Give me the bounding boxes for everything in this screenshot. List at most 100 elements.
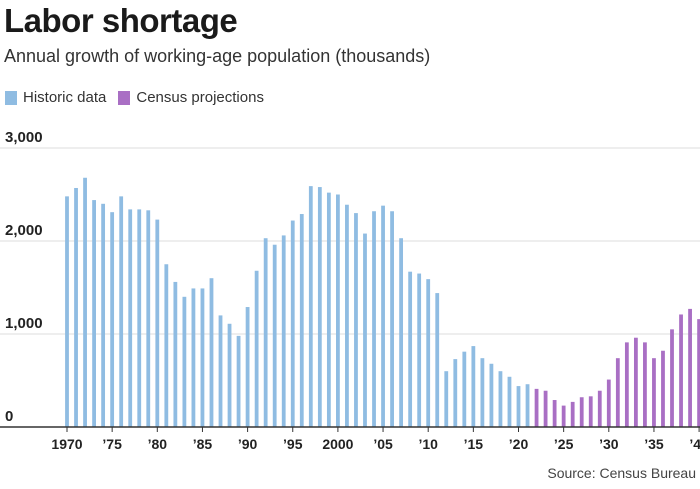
bar bbox=[417, 273, 422, 427]
bar bbox=[435, 293, 440, 427]
bar bbox=[65, 196, 69, 427]
bar bbox=[290, 220, 295, 427]
bar bbox=[110, 212, 115, 427]
x-tick-label: ’40 bbox=[689, 436, 700, 452]
bar bbox=[245, 307, 250, 427]
bar bbox=[191, 288, 196, 427]
x-tick-label: ’80 bbox=[148, 436, 168, 452]
legend-item-projections: Census projections bbox=[118, 89, 264, 106]
bar bbox=[254, 270, 259, 427]
bar bbox=[137, 209, 142, 427]
x-tick-label: ’05 bbox=[373, 436, 393, 452]
bar bbox=[146, 210, 151, 427]
bar bbox=[453, 359, 458, 427]
bar bbox=[588, 396, 593, 427]
bar bbox=[471, 346, 476, 427]
bar bbox=[128, 209, 133, 427]
bar bbox=[227, 323, 232, 427]
bar bbox=[272, 244, 277, 427]
bar bbox=[679, 314, 683, 427]
bar bbox=[624, 342, 629, 427]
bar bbox=[200, 288, 205, 427]
y-tick-label: 1,000 bbox=[5, 315, 43, 332]
bar bbox=[643, 342, 647, 427]
bar bbox=[399, 238, 404, 427]
bar bbox=[317, 187, 322, 427]
source-note: Source: Census Bureau bbox=[547, 465, 696, 481]
bar bbox=[489, 363, 494, 427]
bar bbox=[363, 233, 367, 427]
bar bbox=[326, 192, 331, 427]
bar bbox=[615, 358, 620, 427]
chart-title: Labor shortage bbox=[4, 2, 238, 39]
bar bbox=[209, 278, 214, 427]
bar bbox=[579, 397, 584, 427]
bar bbox=[336, 194, 340, 427]
x-tick-label: ’15 bbox=[464, 436, 484, 452]
bar bbox=[633, 337, 638, 427]
x-tick-label: ’20 bbox=[509, 436, 529, 452]
x-tick-label: ’30 bbox=[599, 436, 619, 452]
bar bbox=[101, 203, 106, 427]
bar bbox=[480, 358, 485, 427]
bar bbox=[507, 376, 512, 427]
x-tick-label: ’35 bbox=[644, 436, 664, 452]
bar bbox=[372, 211, 376, 427]
x-tick-label: ’90 bbox=[238, 436, 258, 452]
bar bbox=[543, 390, 548, 427]
bar bbox=[83, 177, 87, 427]
bar bbox=[281, 235, 286, 427]
bar bbox=[552, 400, 557, 427]
bar bbox=[173, 281, 178, 427]
bar bbox=[74, 187, 78, 427]
x-tick-label: 2000 bbox=[322, 436, 353, 452]
y-tick-label: 2,000 bbox=[5, 222, 43, 239]
bar bbox=[236, 335, 241, 427]
x-tick-label: ’95 bbox=[283, 436, 303, 452]
bar bbox=[345, 204, 349, 427]
bar bbox=[218, 315, 223, 427]
bar bbox=[164, 264, 169, 427]
x-tick-label: ’25 bbox=[554, 436, 574, 452]
bar bbox=[597, 390, 602, 427]
bar bbox=[92, 200, 96, 427]
bar bbox=[390, 211, 394, 427]
bar bbox=[498, 371, 503, 427]
legend-label-projections: Census projections bbox=[136, 89, 264, 106]
bar bbox=[308, 186, 313, 427]
chart-subtitle: Annual growth of working-age population … bbox=[4, 46, 431, 66]
bar bbox=[426, 279, 431, 427]
bar bbox=[462, 351, 467, 427]
legend-swatch-historic bbox=[5, 90, 17, 105]
bar bbox=[354, 213, 358, 427]
bar bbox=[516, 386, 521, 427]
legend-item-historic: Historic data bbox=[5, 89, 106, 106]
chart-legend: Historic data Census projections bbox=[5, 89, 276, 106]
bar bbox=[570, 401, 575, 427]
bar bbox=[408, 271, 413, 427]
x-tick-label: ’10 bbox=[418, 436, 438, 452]
bar bbox=[697, 319, 700, 427]
bar bbox=[381, 205, 385, 427]
legend-swatch-projections bbox=[118, 90, 131, 105]
bar bbox=[444, 371, 449, 427]
bar bbox=[534, 388, 539, 427]
bar bbox=[299, 214, 304, 427]
x-tick-label: ’85 bbox=[193, 436, 213, 452]
bar bbox=[155, 219, 160, 427]
bar bbox=[652, 358, 656, 427]
bar bbox=[606, 379, 611, 427]
legend-label-historic: Historic data bbox=[23, 89, 107, 106]
bar bbox=[670, 329, 674, 427]
bar bbox=[525, 384, 530, 427]
y-tick-label: 3,000 bbox=[5, 129, 43, 146]
bar bbox=[561, 405, 566, 427]
bar bbox=[263, 238, 268, 427]
bar bbox=[119, 196, 124, 427]
y-tick-label: 0 bbox=[5, 408, 13, 425]
bar bbox=[182, 296, 187, 427]
x-tick-label: ’75 bbox=[102, 436, 122, 452]
x-tick-label: 1970 bbox=[51, 436, 82, 452]
bar bbox=[688, 308, 692, 427]
